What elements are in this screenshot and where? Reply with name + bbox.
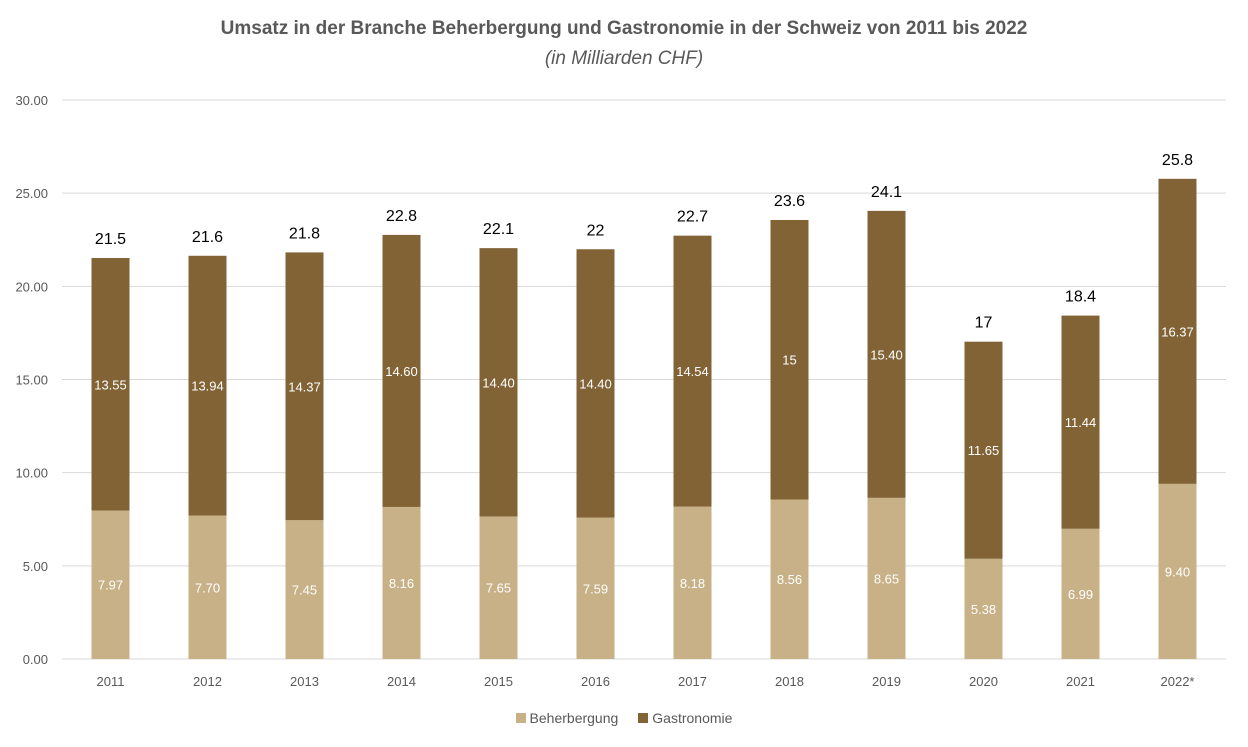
y-tick-label: 30.00 (15, 93, 48, 108)
bar-gastronomie (285, 252, 324, 521)
legend-item-gastronomie: Gastronomie (638, 710, 732, 726)
total-label: 21.8 (289, 225, 320, 242)
stacked-bar-chart: 0.00 5.00 10.00 15.00 20.00 25.00 30.00 7.97 13.… (15, 93, 1226, 689)
data-label: 11.65 (968, 443, 1000, 458)
legend-item-beherbergung: Beherbergung (515, 710, 619, 726)
total-label: 22.8 (386, 208, 417, 225)
y-tick-label: 0.00 (23, 652, 48, 667)
data-label: 8.56 (777, 572, 802, 587)
data-label: 7.65 (486, 581, 511, 596)
bar-beherbergung (770, 499, 809, 659)
legend-swatch-gastronomie (638, 713, 649, 723)
total-label: 22.1 (483, 221, 514, 238)
data-label: 7.59 (583, 581, 608, 596)
chart-subtitle: (in Milliarden CHF) (544, 48, 704, 69)
total-label: 17 (975, 315, 993, 332)
x-tick-label: 2018 (775, 674, 804, 689)
x-tick-label: 2012 (193, 674, 222, 689)
data-label: 5.38 (971, 602, 996, 617)
x-tick-label: 2022* (1161, 674, 1195, 689)
total-label: 18.4 (1065, 289, 1096, 306)
bar-beherbergung (867, 497, 906, 659)
data-label: 9.40 (1165, 564, 1190, 579)
data-label: 14.54 (676, 364, 709, 379)
total-label: 22.7 (677, 209, 708, 226)
bar-beherbergung (576, 517, 615, 659)
bar-gastronomie (1061, 315, 1100, 529)
y-tick-label: 25.00 (15, 186, 48, 201)
total-label: 25.8 (1162, 152, 1193, 169)
data-label: 14.40 (579, 376, 612, 391)
bar-beherbergung (382, 506, 421, 659)
x-tick-label: 2017 (678, 674, 707, 689)
bar-beherbergung (964, 558, 1003, 659)
x-tick-label: 2014 (387, 674, 416, 689)
x-tick-label: 2016 (581, 674, 610, 689)
legend-swatch-beherbergung (515, 713, 526, 723)
legend-label: Beherbergung (529, 710, 619, 726)
y-tick-label: 5.00 (23, 559, 48, 574)
data-label: 15.40 (870, 347, 903, 362)
x-tick-label: 2011 (97, 674, 125, 689)
bar-gastronomie (91, 258, 130, 511)
data-label: 7.45 (292, 583, 317, 598)
bar-gastronomie (188, 255, 227, 516)
bar-gastronomie (1158, 178, 1197, 484)
bar-gastronomie (479, 248, 518, 517)
total-label: 23.6 (774, 193, 805, 210)
bar-beherbergung (479, 516, 518, 659)
data-label: 14.40 (482, 375, 515, 390)
total-label: 21.5 (95, 231, 126, 248)
bar-gastronomie (964, 341, 1003, 559)
y-tick-label: 20.00 (15, 279, 48, 294)
x-tick-label: 2015 (484, 674, 513, 689)
total-label: 24.1 (871, 184, 902, 201)
bar-beherbergung (188, 515, 227, 659)
total-label: 21.6 (192, 229, 223, 246)
total-label: 22 (587, 222, 605, 239)
bar-gastronomie (576, 249, 615, 518)
data-label: 8.65 (874, 571, 899, 586)
legend-label: Gastronomie (652, 710, 733, 726)
data-label: 14.60 (385, 364, 418, 379)
bar-beherbergung (285, 520, 324, 659)
bar-gastronomie (867, 210, 906, 498)
data-label: 8.18 (680, 576, 705, 591)
bar-beherbergung (1061, 528, 1100, 659)
x-tick-label: 2020 (969, 674, 998, 689)
bar-beherbergung (673, 506, 712, 659)
data-label: 15 (782, 353, 796, 368)
data-label: 16.37 (1161, 324, 1194, 339)
y-tick-label: 10.00 (15, 466, 48, 481)
data-label: 7.97 (98, 578, 123, 593)
data-label: 7.70 (195, 580, 220, 595)
data-label: 14.37 (288, 379, 321, 394)
chart-title: Umsatz in der Branche Beherbergung und G… (220, 18, 1028, 39)
data-label: 13.94 (191, 379, 224, 394)
legend: Beherbergung Gastronomie (0, 710, 1248, 726)
data-label: 11.44 (1065, 415, 1097, 430)
data-label: 13.55 (94, 377, 127, 392)
bar-gastronomie (382, 234, 421, 507)
data-label: 8.16 (389, 576, 414, 591)
bar-gastronomie (673, 235, 712, 507)
x-tick-label: 2019 (872, 674, 901, 689)
bar-beherbergung (1158, 483, 1197, 659)
x-tick-label: 2021 (1066, 674, 1095, 689)
y-tick-label: 15.00 (15, 373, 48, 388)
x-tick-label: 2013 (290, 674, 319, 689)
bar-beherbergung (91, 510, 130, 659)
bar-gastronomie (770, 219, 809, 500)
data-label: 6.99 (1068, 587, 1093, 602)
